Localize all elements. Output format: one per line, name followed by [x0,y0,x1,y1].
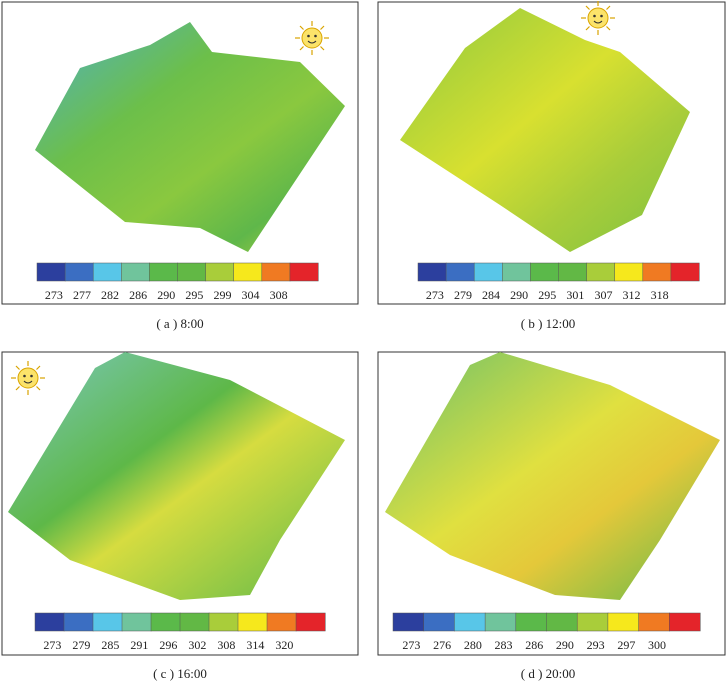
colorbar-label: 308 [217,638,235,652]
colorbar-label: 297 [617,638,635,652]
colorbar-label: 293 [587,638,605,652]
colorbar-label: 273 [426,288,444,302]
colorbar-segment [669,612,701,632]
colorbar-label: 280 [464,638,482,652]
colorbar-label: 286 [525,638,543,652]
colorbar-segment [289,262,319,282]
colorbar-label: 290 [510,288,528,302]
colorbar-label: 300 [648,638,666,652]
colorbar-segment [484,612,517,632]
colorbar-segment [586,262,616,282]
colorbar-segment [179,612,210,632]
colorbar-label: 302 [188,638,206,652]
colorbar-label: 312 [623,288,641,302]
colorbar-label: 273 [45,288,63,302]
colorbar-segment [642,262,672,282]
colorbar-segment [233,262,263,282]
panel-c [1,351,359,656]
colorbar-label: 307 [594,288,612,302]
terrain [35,22,345,252]
colorbar-label: 295 [185,288,203,302]
colorbar-segment [63,612,94,632]
colorbar-segment [295,612,326,632]
colorbar-segment [121,612,152,632]
colorbar-segment [423,612,455,632]
terrain [8,352,345,600]
colorbar-segment [454,612,486,632]
colorbar-label: 283 [495,638,513,652]
colorbar-segment [502,262,531,282]
colorbar-segment [208,612,239,632]
colorbar-label: 301 [566,288,584,302]
colorbar-segment [261,262,291,282]
colorbar-segment [149,262,179,282]
colorbar-label: 296 [159,638,177,652]
frame [377,351,726,656]
colorbar-segment [205,262,235,282]
colorbar-label: 276 [433,638,451,652]
colorbar-segment [473,262,503,282]
colorbar-segment [445,262,475,282]
terrain [385,352,720,600]
colorbar-segment [614,262,644,282]
colorbar-label: 282 [101,288,119,302]
colorbar-label: 291 [130,638,148,652]
colorbar-label: 273 [402,638,420,652]
caption: ( a ) 8:00 [156,316,203,331]
colorbar-label: 284 [482,288,500,302]
colorbar-label: 295 [538,288,556,302]
sun-icon [10,360,46,396]
colorbar-label: 304 [242,288,260,302]
colorbar-segment [266,612,297,632]
frame [377,1,726,305]
caption: ( b ) 12:00 [521,316,576,331]
colorbar-segment [417,262,447,282]
colorbar-label: 314 [246,638,264,652]
colorbar-label: 277 [73,288,91,302]
sun-icon [580,0,616,36]
colorbar-label: 285 [101,638,119,652]
colorbar-segment [530,262,560,282]
colorbar-segment [670,262,700,282]
colorbar-segment [576,612,609,632]
colorbar-segment [607,612,640,632]
colorbar-label: 299 [213,288,231,302]
frame [1,1,359,305]
colorbar-segment [121,262,150,282]
frame [1,351,359,656]
colorbar-segment [237,612,268,632]
panel-d [377,351,726,656]
colorbar-label: 290 [157,288,175,302]
colorbar-segment [638,612,670,632]
colorbar-segment [36,262,66,282]
sun-icon [294,20,330,56]
colorbar-segment [515,612,548,632]
colorbar-segment [92,262,122,282]
panel-a [1,1,359,305]
colorbar-segment [34,612,65,632]
colorbar-label: 273 [43,638,61,652]
colorbar-segment [546,612,578,632]
panel-b [377,0,726,305]
colorbar-label: 320 [275,638,293,652]
caption: ( d ) 20:00 [521,666,576,681]
terrain [400,8,690,252]
colorbar-segment [177,262,207,282]
colorbar-segment [150,612,181,632]
colorbar-segment [558,262,588,282]
colorbar-label: 308 [270,288,288,302]
colorbar-segment [392,612,425,632]
colorbar-segment [64,262,94,282]
colorbar-label: 290 [556,638,574,652]
colorbar-label: 279 [454,288,472,302]
colorbar-label: 318 [651,288,669,302]
colorbar-label: 279 [72,638,90,652]
colorbar-label: 286 [129,288,147,302]
caption: ( c ) 16:00 [153,666,207,681]
colorbar-segment [92,612,123,632]
